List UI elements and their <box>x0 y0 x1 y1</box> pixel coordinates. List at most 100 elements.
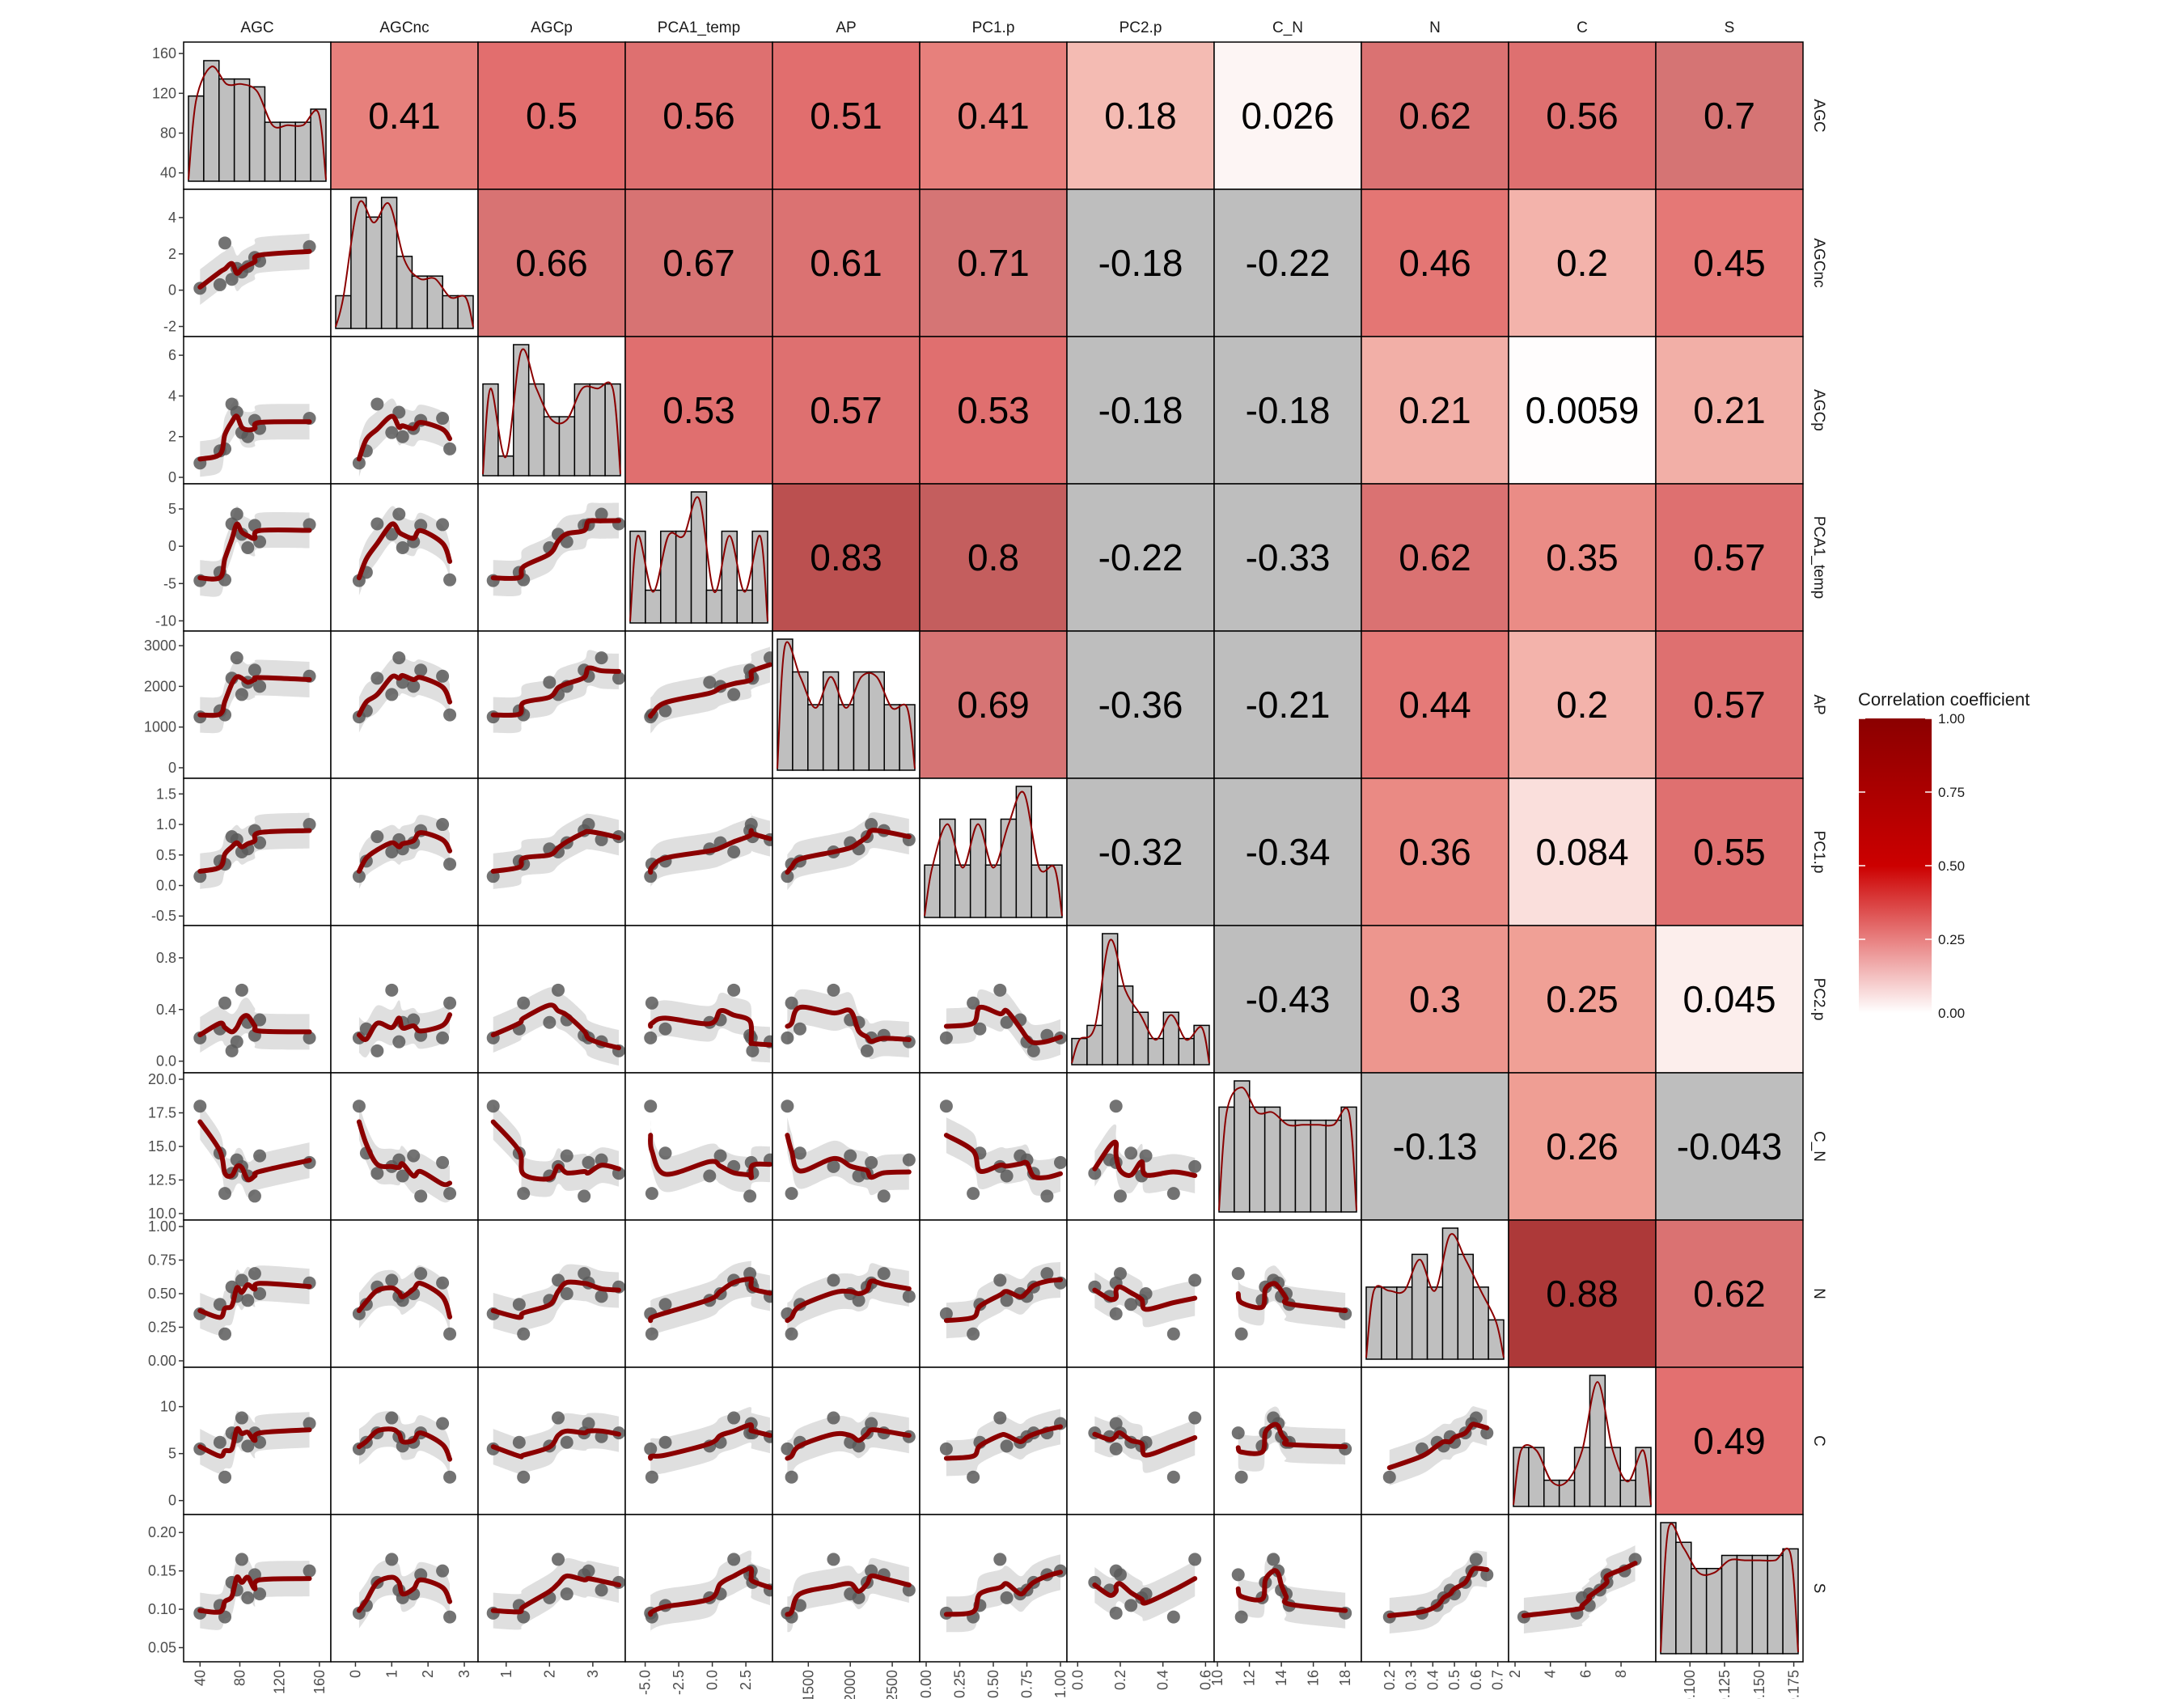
cell-c-n-c-n <box>1213 1072 1362 1221</box>
data-point <box>552 1553 565 1566</box>
column-label-s: S <box>1725 19 1735 36</box>
density-curve <box>335 200 474 328</box>
data-point <box>1382 1470 1396 1484</box>
histogram-bar <box>1528 1447 1545 1507</box>
confidence-band <box>200 398 310 477</box>
x-tick-label: 0.0 <box>1069 1670 1086 1690</box>
data-point <box>230 651 243 665</box>
smooth-fit-line <box>943 1424 1063 1461</box>
histogram-bar <box>203 60 220 182</box>
cell-agcnc-ap: 0.61 <box>772 189 921 337</box>
histogram-bar <box>1426 1286 1444 1360</box>
x-tick-label: 1.00 <box>1052 1670 1069 1698</box>
smooth-fit-line <box>1092 1284 1198 1312</box>
data-point <box>939 1307 953 1320</box>
data-point <box>443 708 457 722</box>
data-point <box>392 507 406 521</box>
data-point <box>1000 1294 1014 1307</box>
data-point <box>595 507 608 521</box>
data-point <box>370 397 384 411</box>
cell-pc2-p-s: 0.045 <box>1655 925 1804 1074</box>
correlation-value: 0.62 <box>1399 536 1471 578</box>
correlation-value: 0.53 <box>957 389 1030 431</box>
x-tick-label: -2.5 <box>671 1670 687 1695</box>
correlation-value: 0.21 <box>1399 389 1471 431</box>
y-tick-label: 5 <box>168 1446 176 1462</box>
cell-agcp-pc1-p: 0.53 <box>919 336 1068 485</box>
x-tick-label: 2500 <box>884 1670 900 1699</box>
data-point <box>1139 1149 1153 1163</box>
data-point <box>1109 1417 1123 1430</box>
cell-ap-pc2-p: -0.36 <box>1066 630 1215 779</box>
histogram-bar <box>1396 1286 1413 1360</box>
data-point <box>517 1187 531 1201</box>
data-point <box>436 412 450 426</box>
correlation-value: 0.83 <box>810 536 882 578</box>
row-label-pca1-temp: PCA1_temp <box>1810 516 1827 599</box>
cell-c-n-pca1-temp <box>624 1072 777 1221</box>
correlation-tile <box>1656 1220 1803 1367</box>
x-tick-label: 0.6 <box>1197 1670 1213 1690</box>
correlation-value: 0.084 <box>1535 831 1628 873</box>
data-point <box>785 1327 798 1341</box>
data-point <box>1231 1568 1245 1582</box>
correlation-value: 0.3 <box>1409 978 1461 1020</box>
data-point <box>785 996 798 1010</box>
cell-n-agcnc <box>330 1219 479 1368</box>
x-tick-label: 0.7 <box>1490 1670 1506 1690</box>
data-point <box>1109 1564 1123 1578</box>
data-point <box>865 818 878 832</box>
correlation-value: 0.21 <box>1693 389 1766 431</box>
correlation-tile <box>1214 42 1361 189</box>
cell-agcnc-n: 0.46 <box>1361 189 1509 337</box>
data-point <box>844 1149 857 1163</box>
histogram-bar <box>1310 1119 1327 1213</box>
cell-pca1-temp-pca1-temp <box>624 483 773 632</box>
y-tick-label: 3000 <box>144 638 176 654</box>
y-tick-label: 1000 <box>144 719 176 735</box>
smooth-fit-line <box>356 1574 453 1613</box>
data-point <box>1166 1327 1180 1341</box>
cell-pc1-p-ap <box>772 777 921 926</box>
data-point <box>967 1470 980 1484</box>
data-point <box>1166 1187 1180 1201</box>
histogram-bar <box>1675 1541 1692 1655</box>
correlation-tile <box>1067 631 1214 778</box>
smooth-fit-line <box>648 662 772 719</box>
histogram-bar <box>366 216 383 329</box>
data-point <box>436 1276 450 1290</box>
histogram-bar <box>837 704 855 771</box>
correlation-tile <box>772 337 920 484</box>
smooth-fit-line <box>356 830 453 874</box>
data-point <box>1109 1606 1123 1620</box>
y-tick-label: 4 <box>168 388 176 404</box>
data-point <box>658 704 672 718</box>
correlation-value: 0.46 <box>1399 242 1471 284</box>
data-point <box>1109 1099 1123 1113</box>
smooth-fit-line <box>197 828 312 874</box>
cell-ap-n: 0.44 <box>1361 630 1509 779</box>
data-point <box>1480 1426 1494 1440</box>
data-point <box>235 1273 248 1287</box>
x-tick-label: 0.00 <box>918 1670 934 1698</box>
row-label-n: N <box>1810 1288 1827 1299</box>
data-point <box>713 1149 727 1163</box>
correlation-tile <box>1361 484 1509 631</box>
cell-agcnc-agc <box>183 189 332 337</box>
cell-n-agcp <box>477 1219 626 1368</box>
correlation-tile <box>1214 926 1361 1073</box>
cell-c-n-agcp <box>477 1072 626 1221</box>
data-point <box>235 688 248 701</box>
data-point <box>241 1591 255 1604</box>
data-point <box>443 996 457 1010</box>
data-point <box>645 1327 658 1341</box>
data-point <box>827 1553 840 1566</box>
data-point <box>1040 1267 1054 1281</box>
data-point <box>582 1417 595 1430</box>
correlation-value: 0.35 <box>1546 536 1619 578</box>
data-point <box>443 1470 457 1484</box>
legend-tick-label: 0.00 <box>1938 1006 1965 1021</box>
smooth-fit-line <box>785 1278 912 1324</box>
cell-pca1-temp-pc2-p: -0.22 <box>1066 483 1215 632</box>
